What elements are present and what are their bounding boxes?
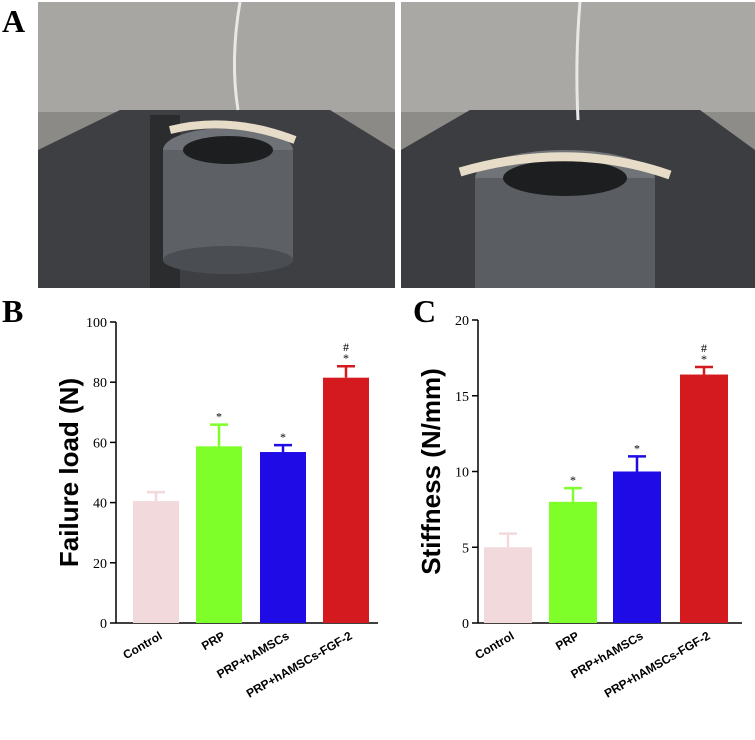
- error-bar: [210, 423, 228, 447]
- error-bar: [499, 532, 517, 548]
- photo-right: [401, 1, 755, 288]
- x-tick-label: PRP+hAMSCs-FGF-2: [244, 629, 355, 701]
- y-axis-label: Failure load (N): [54, 378, 84, 567]
- y-tick-label: 20: [93, 557, 107, 572]
- photo-left: [38, 1, 395, 288]
- error-bar: [628, 455, 646, 472]
- error-bar: [564, 486, 582, 502]
- x-tick-label: Control: [121, 629, 165, 662]
- x-tick-label: PRP: [553, 629, 581, 653]
- error-bar: [695, 365, 713, 375]
- significance-mark: *: [634, 441, 640, 455]
- y-tick-label: 40: [93, 497, 107, 512]
- bar: [196, 446, 242, 623]
- y-tick-label: 80: [93, 376, 107, 391]
- y-axis-label: Stiffness (N/mm): [416, 368, 446, 575]
- significance-mark: #: [343, 340, 349, 354]
- error-bar: [274, 443, 292, 453]
- y-tick-label: 10: [455, 466, 469, 481]
- y-tick-label: 5: [462, 541, 469, 556]
- bar: [133, 501, 179, 623]
- significance-mark: *: [570, 473, 576, 487]
- error-bar: [147, 490, 165, 502]
- x-tick-label: PRP: [199, 629, 227, 653]
- y-tick-label: 0: [462, 617, 469, 632]
- x-tick-label: Control: [473, 629, 517, 662]
- panel-label: A: [2, 3, 25, 39]
- y-tick-label: 60: [93, 436, 107, 451]
- panel-label: B: [2, 293, 23, 329]
- bar: [323, 377, 369, 623]
- bar: [613, 471, 661, 623]
- bar: [260, 452, 306, 623]
- y-tick-label: 100: [86, 316, 107, 331]
- significance-mark: *: [280, 430, 286, 444]
- significance-mark: *: [343, 351, 349, 365]
- significance-mark: #: [701, 341, 707, 355]
- y-tick-label: 20: [455, 314, 469, 329]
- panel-label: C: [413, 293, 436, 329]
- error-bar: [337, 364, 355, 378]
- significance-mark: *: [216, 410, 222, 424]
- bar: [680, 374, 728, 623]
- y-tick-label: 0: [100, 617, 107, 632]
- y-tick-label: 15: [455, 390, 469, 405]
- bar: [549, 501, 597, 623]
- significance-mark: *: [701, 352, 707, 366]
- bar: [484, 547, 532, 623]
